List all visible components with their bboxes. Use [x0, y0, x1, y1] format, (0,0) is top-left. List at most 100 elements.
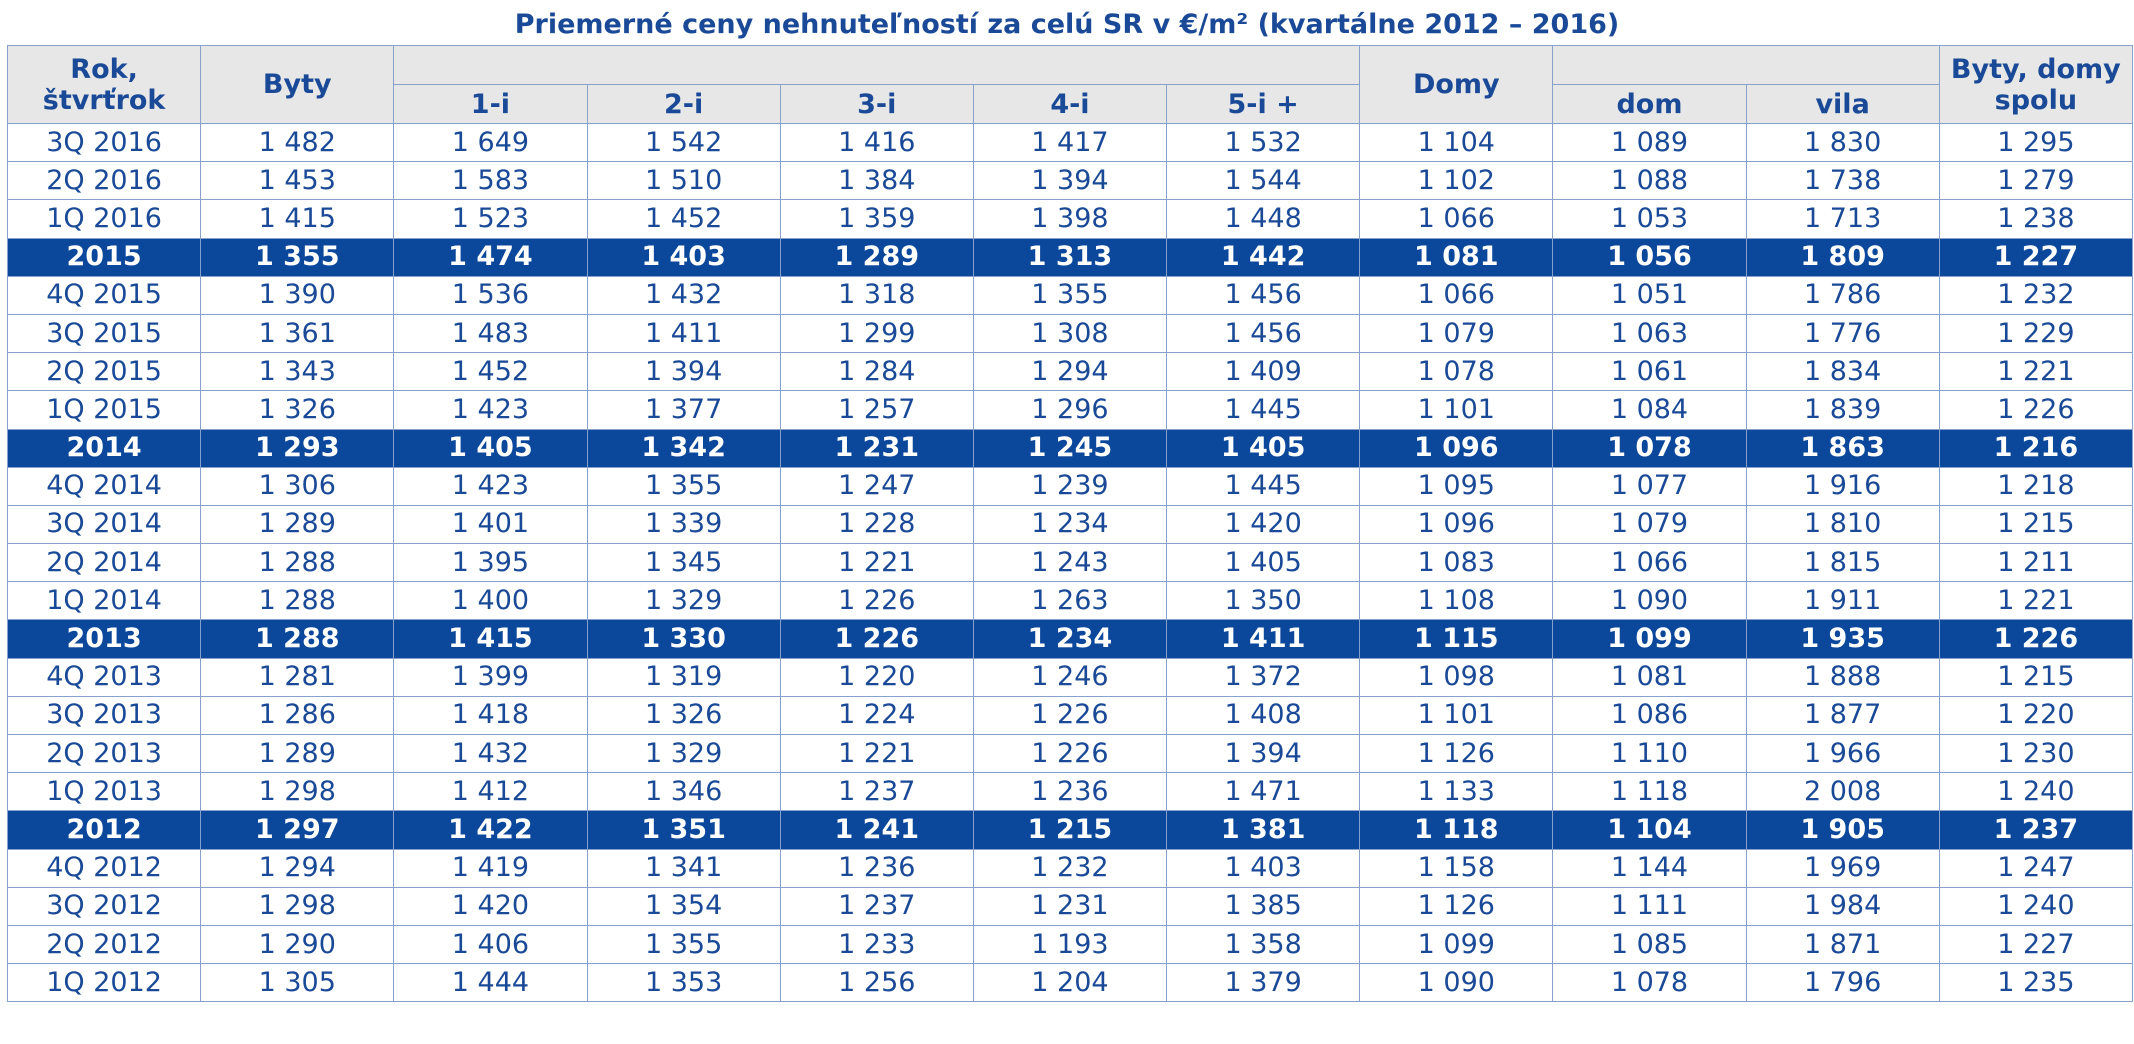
price-cell: 1 916: [1745, 466, 1940, 506]
price-cell: 1 935: [1745, 619, 1940, 659]
price-cell: 1 236: [779, 848, 974, 888]
period-cell: 2015: [6, 237, 202, 277]
price-cell: 1 384: [779, 161, 974, 201]
price-cell: 1 905: [1745, 810, 1940, 850]
price-cell: 1 810: [1745, 504, 1940, 545]
price-cell: 1 345: [586, 543, 781, 583]
price-cell: 1 226: [972, 733, 1168, 774]
price-cell: 1 158: [1359, 848, 1554, 888]
price-cell: 1 083: [1359, 543, 1554, 583]
price-cell: 1 796: [1745, 963, 1940, 1003]
price-cell: 1 313: [972, 237, 1168, 277]
price-cell: 1 089: [1552, 122, 1747, 163]
quarter-row: 4Q 2015 1 390 1 536 1 432 1 318 1 355 1 456 1 0…: [6, 275, 2134, 315]
price-cell: 1 237: [779, 772, 974, 812]
price-cell: 1 401: [393, 504, 588, 545]
header-row: 1-i 2-i 3-i 4-i 5-i + dom vila: [8, 84, 2133, 124]
price-cell: 1 343: [200, 352, 395, 392]
price-cell: 1 051: [1552, 275, 1747, 315]
price-cell: 1 350: [1166, 581, 1361, 621]
price-cell: 1 649: [393, 122, 588, 163]
price-cell: 1 405: [1166, 543, 1361, 583]
header-row: Rok, štvrťrok Byty Domy Byty, domy spolu: [6, 45, 2134, 124]
price-cell: 1 483: [393, 313, 588, 354]
price-cell: 1 355: [586, 924, 781, 965]
price-cell: 1 403: [586, 237, 781, 277]
period-cell: 3Q 2016: [6, 122, 202, 163]
period-cell: 1Q 2016: [6, 199, 202, 239]
price-cell: 1 288: [200, 619, 395, 659]
period-cell: 4Q 2012: [6, 848, 202, 888]
price-cell: 1 293: [200, 428, 395, 468]
price-cell: 1 863: [1745, 428, 1940, 468]
price-cell: 1 969: [1745, 848, 1940, 888]
period-cell: 4Q 2015: [6, 275, 202, 315]
price-cell: 1 104: [1359, 122, 1554, 163]
price-cell: 1 306: [200, 466, 395, 506]
price-cell: 1 452: [586, 199, 781, 239]
quarter-row: 1Q 2012 1 305 1 444 1 353 1 256 1 204 1 379 1 0…: [6, 963, 2134, 1003]
price-cell: 1 221: [779, 543, 974, 583]
period-cell: 4Q 2014: [6, 466, 202, 506]
price-cell: 1 523: [393, 199, 588, 239]
price-cell: 1 078: [1552, 963, 1747, 1003]
price-cell: 1 583: [393, 161, 588, 201]
price-cell: 1 448: [1166, 199, 1361, 239]
price-cell: 1 395: [393, 543, 588, 583]
quarter-row: 2Q 2014 1 288 1 395 1 345 1 221 1 243 1 405 1 0…: [6, 543, 2134, 583]
quarter-row: 4Q 2013 1 281 1 399 1 319 1 220 1 246 1 372 1 0…: [6, 657, 2134, 697]
price-cell: 1 236: [972, 772, 1168, 812]
price-cell: 1 871: [1745, 924, 1940, 965]
price-cell: 1 053: [1552, 199, 1747, 239]
price-cell: 1 288: [200, 543, 395, 583]
price-cell: 1 215: [972, 810, 1168, 850]
price-cell: 1 432: [393, 733, 588, 774]
price-cell: 1 911: [1745, 581, 1940, 621]
price-cell: 1 405: [1166, 428, 1361, 468]
price-cell: 1 418: [393, 695, 588, 736]
price-cell: 1 346: [586, 772, 781, 812]
header-cell: 2-i: [586, 84, 781, 124]
price-cell: 1 403: [1166, 848, 1361, 888]
price-cell: 1 379: [1166, 963, 1361, 1003]
price-cell: 1 544: [1166, 161, 1361, 201]
price-cell: 1 888: [1745, 657, 1940, 697]
price-cell: 1 257: [779, 390, 974, 430]
price-cell: 1 361: [200, 313, 395, 354]
price-cell: 1 066: [1552, 543, 1747, 583]
price-cell: 1 398: [972, 199, 1168, 239]
price-cell: 1 288: [200, 581, 395, 621]
price-cell: 1 411: [1166, 619, 1361, 659]
quarter-row: 3Q 2012 1 298 1 420 1 354 1 237 1 231 1 385 1 1…: [6, 886, 2134, 926]
price-cell: 1 385: [1166, 886, 1361, 926]
price-cell: 1 063: [1552, 313, 1747, 354]
price-cell: 1 381: [1166, 810, 1361, 850]
price-cell: 1 098: [1359, 657, 1554, 697]
price-cell: 1 061: [1552, 352, 1747, 392]
price-cell: 1 216: [1938, 428, 2134, 468]
price-cell: 1 215: [1938, 504, 2134, 545]
price-cell: 1 289: [779, 237, 974, 277]
price-cell: 1 056: [1552, 237, 1747, 277]
price-cell: 1 115: [1359, 619, 1554, 659]
price-cell: 1 358: [1166, 924, 1361, 965]
price-cell: 1 226: [779, 581, 974, 621]
price-cell: 1 408: [1166, 695, 1361, 736]
price-cell: 1 394: [1166, 733, 1361, 774]
price-cell: 1 326: [200, 390, 395, 430]
price-cell: 1 308: [972, 313, 1168, 354]
period-cell: 2Q 2013: [6, 733, 202, 774]
price-cell: 1 417: [972, 122, 1168, 163]
price-cell: 1 281: [200, 657, 395, 697]
period-cell: 2014: [6, 428, 202, 468]
price-cell: 1 329: [586, 733, 781, 774]
price-cell: 1 221: [1938, 581, 2134, 621]
price-cell: 1 830: [1745, 122, 1940, 163]
price-cell: 1 286: [200, 695, 395, 736]
price-cell: 1 118: [1359, 810, 1554, 850]
price-cell: 1 218: [1938, 466, 2134, 506]
price-cell: 1 220: [779, 657, 974, 697]
price-cell: 1 839: [1745, 390, 1940, 430]
price-cell: 1 532: [1166, 122, 1361, 163]
